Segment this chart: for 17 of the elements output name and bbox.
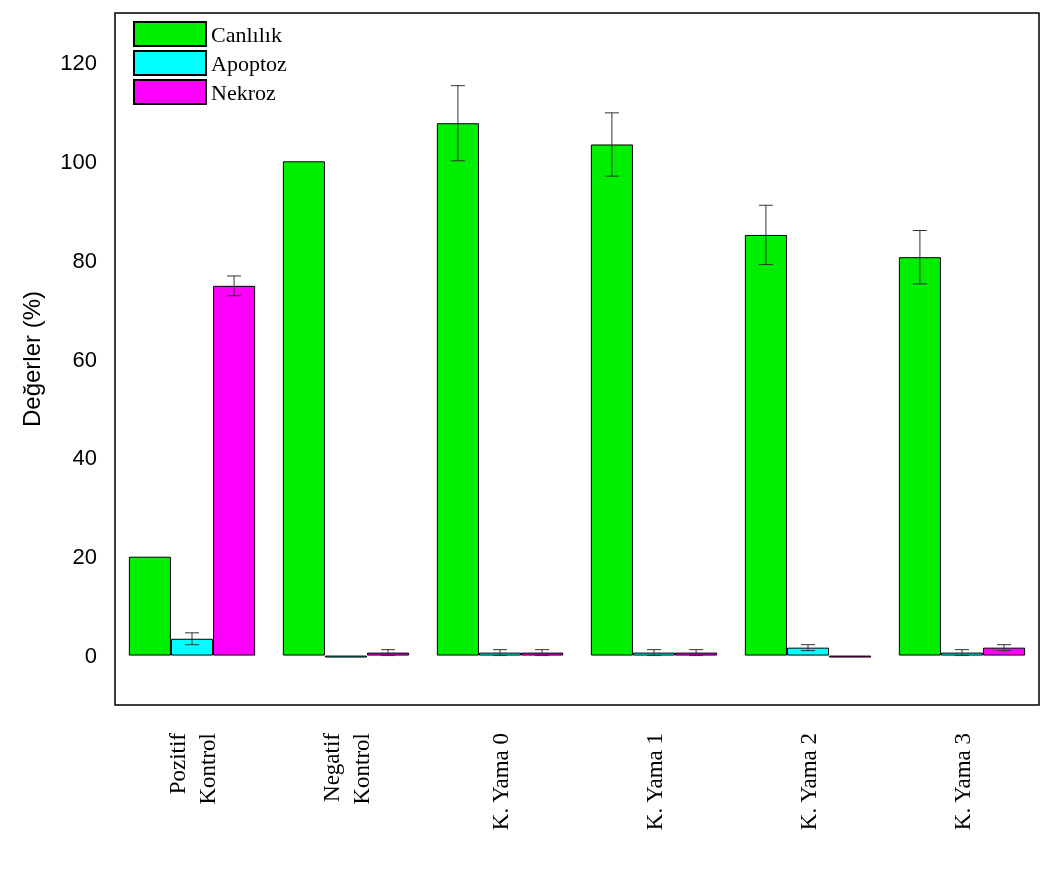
y-tick-label: 80 [72,247,97,273]
x-tick-label: K. Yama 2 [795,733,821,831]
y-tick-label: 40 [72,445,97,471]
x-tick-label: K. Yama 3 [949,733,975,831]
x-tick-label: Pozitif Kontrol [164,732,220,805]
x-tick-label: K. Yama 1 [641,733,667,831]
x-tick-label: K. Yama 0 [487,733,513,831]
y-tick-label: 60 [72,346,97,372]
y-tick-label: 100 [60,148,97,174]
legend-label: Canlılık [211,21,282,47]
legend-label: Apoptoz [211,50,287,76]
y-axis-title: Değerler (%) [17,290,45,428]
legend-label: Nekroz [211,79,276,105]
y-tick-label: 0 [84,643,97,669]
y-tick-label: 120 [60,49,97,75]
y-tick-label: 20 [72,544,97,570]
x-tick-label: Negatif Kontrol [318,732,374,805]
